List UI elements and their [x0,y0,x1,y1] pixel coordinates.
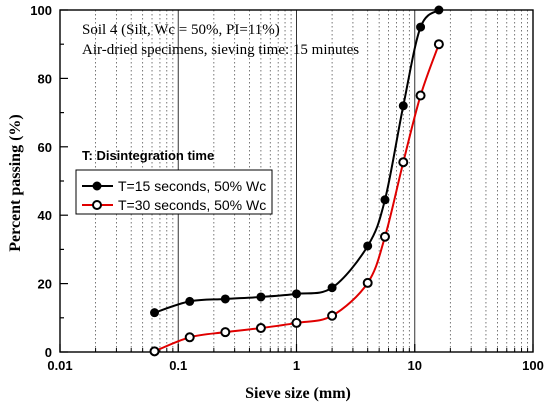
data-point [362,277,373,288]
y-tick-label: 60 [38,140,52,155]
y-tick-label: 0 [45,345,52,360]
legend-background [75,169,273,215]
data-point [184,332,195,343]
x-tick-label: 0.1 [169,358,187,373]
data-point [291,317,302,328]
data-point [398,101,408,111]
tick-labels: 0.01 0.1 1 10 100 0 20 40 60 80 100 [30,3,544,373]
data-point [398,157,409,168]
data-point [149,346,160,357]
data-point [327,310,338,321]
data-point [416,22,426,32]
legend-label-series-2: T=30 seconds, 50% Wc [118,197,266,213]
axes [59,9,534,353]
legend-title: T: Disintegration time [82,148,214,163]
x-tick-label: 100 [522,358,544,373]
data-point [220,327,231,338]
y-tick-label: 100 [30,3,52,18]
data-point [415,90,426,101]
data-point [380,195,390,205]
annotation-line-1: Soil 4 (Silt, Wc = 50%, PI=11%) [82,22,280,38]
legend-marker-series-2 [92,200,102,210]
data-point [292,289,301,299]
data-point [185,296,195,306]
y-tick-label: 80 [38,71,52,86]
legend-label-series-1: T=15 seconds, 50% Wc [118,178,266,194]
data-series [149,5,444,357]
series-1 [150,5,444,318]
data-point [255,323,266,334]
annotations: Soil 4 (Silt, Wc = 50%, PI=11%) Air-drie… [82,22,359,58]
data-point [379,231,390,242]
y-tick-label: 40 [38,208,52,223]
x-axis-title: Sieve size (mm) [245,385,351,402]
data-point [150,308,160,318]
data-point [433,39,444,50]
series-2 [149,39,444,357]
x-tick-label: 1 [293,358,300,373]
y-tick-label: 20 [38,277,52,292]
legend-marker-series-1 [92,181,102,191]
data-point [363,241,373,251]
y-axis-title: Percent passing (%) [7,114,24,251]
data-point [256,292,266,302]
legend: T: Disintegration time T=15 seconds, 50%… [75,148,273,215]
annotation-line-2: Air-dried specimens, sieving time: 15 mi… [82,42,359,58]
data-point [327,283,337,293]
data-point [220,294,230,304]
x-tick-label: 0.01 [47,358,72,373]
x-tick-label: 10 [408,358,422,373]
data-point [434,5,444,15]
